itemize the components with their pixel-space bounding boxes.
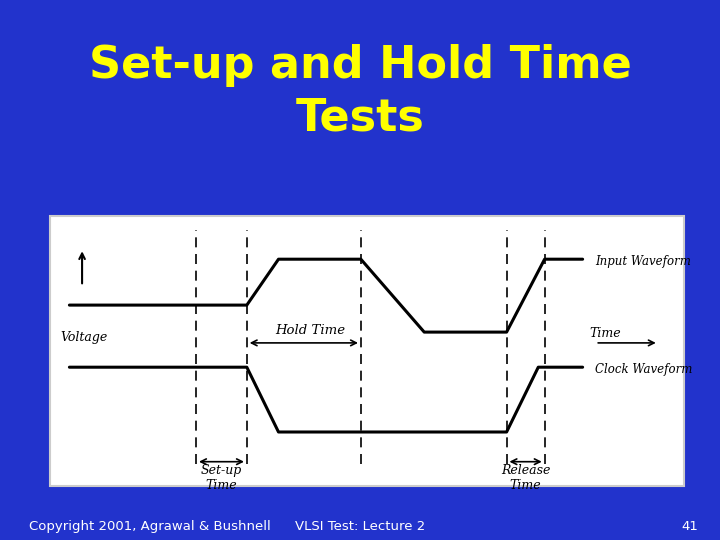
Text: Release
Time: Release Time — [501, 464, 550, 492]
Text: 41: 41 — [682, 520, 698, 533]
Text: Set-up and Hold Time
Tests: Set-up and Hold Time Tests — [89, 44, 631, 140]
Bar — [50, 216, 684, 486]
Text: Voltage: Voltage — [60, 331, 107, 344]
Text: Hold Time: Hold Time — [275, 325, 345, 338]
Text: Set-up
Time: Set-up Time — [201, 464, 242, 492]
Text: Input Waveform: Input Waveform — [595, 255, 691, 268]
Text: Time: Time — [589, 327, 621, 340]
Text: Copyright 2001, Agrawal & Bushnell: Copyright 2001, Agrawal & Bushnell — [29, 520, 271, 533]
Text: Clock Waveform: Clock Waveform — [595, 363, 693, 376]
Text: VLSI Test: Lecture 2: VLSI Test: Lecture 2 — [295, 520, 425, 533]
